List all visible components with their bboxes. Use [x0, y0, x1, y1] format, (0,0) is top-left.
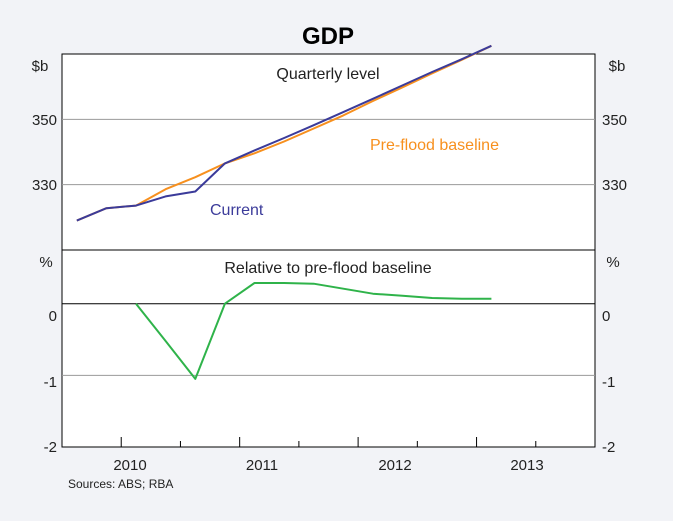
y-tick-right-330: 330 [602, 177, 627, 194]
y-tick-left-minus1: -1 [44, 374, 57, 391]
y-tick-left-330: 330 [32, 177, 57, 194]
series-line-p0-0 [76, 44, 492, 222]
y-tick-left-minus2: -2 [44, 439, 57, 456]
chart-title: GDP [302, 23, 354, 50]
y-tick-right-0: 0 [602, 308, 610, 325]
top-left-unit: $b [32, 58, 49, 75]
y-tick-right-minus2: -2 [602, 439, 615, 456]
bottom-left-unit: % [39, 254, 52, 271]
x-tick-label-2011: 2011 [246, 457, 278, 474]
top-right-unit: $b [609, 58, 626, 75]
series-label-current: Current [210, 202, 264, 219]
x-ticks-layer [120, 437, 537, 447]
series-line-p1-0 [135, 282, 492, 380]
series-label-pre-flood-baseline: Pre-flood baseline [370, 137, 499, 154]
x-tick-label-2012: 2012 [378, 457, 411, 474]
x-tick-label-2010: 2010 [113, 457, 146, 474]
y-tick-left-0: 0 [49, 308, 57, 325]
series-layer [76, 44, 492, 380]
bottom-right-unit: % [606, 254, 619, 271]
x-tick-label-2013: 2013 [510, 457, 543, 474]
panel-title-relative: Relative to pre-flood baseline [224, 260, 431, 277]
series-line-p0-1 [76, 44, 492, 222]
y-tick-right-minus1: -1 [602, 374, 615, 391]
y-tick-right-350: 350 [602, 112, 627, 129]
y-tick-left-350: 350 [32, 112, 57, 129]
panel-title-quarterly-level: Quarterly level [276, 66, 379, 83]
source-note: Sources: ABS; RBA [68, 477, 173, 491]
